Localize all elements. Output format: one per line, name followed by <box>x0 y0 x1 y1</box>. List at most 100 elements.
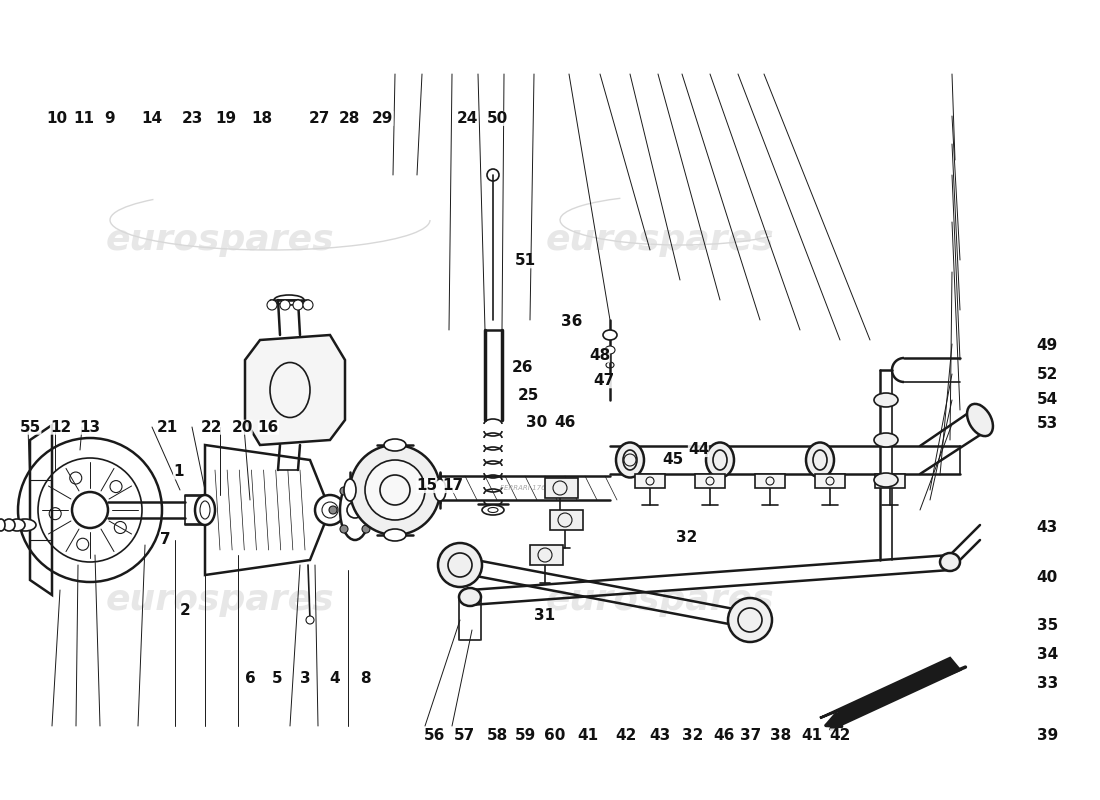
Circle shape <box>340 487 348 495</box>
Circle shape <box>438 543 482 587</box>
Text: FERRARI 176045: FERRARI 176045 <box>500 485 560 491</box>
Text: 53: 53 <box>1036 417 1058 431</box>
Text: 33: 33 <box>1036 677 1058 691</box>
Ellipse shape <box>344 479 356 501</box>
Text: eurospares: eurospares <box>546 223 774 257</box>
Ellipse shape <box>706 442 734 478</box>
Polygon shape <box>815 474 845 488</box>
Polygon shape <box>635 474 666 488</box>
Text: 10: 10 <box>46 111 68 126</box>
Text: 32: 32 <box>682 729 704 743</box>
Text: 15: 15 <box>416 478 438 493</box>
Ellipse shape <box>384 439 406 451</box>
Ellipse shape <box>434 479 446 501</box>
Circle shape <box>329 506 337 514</box>
Text: 49: 49 <box>1036 338 1058 353</box>
Text: 30: 30 <box>526 415 548 430</box>
Text: 2: 2 <box>179 603 190 618</box>
Circle shape <box>280 300 290 310</box>
Circle shape <box>340 525 348 533</box>
Text: 51: 51 <box>515 254 537 268</box>
Text: 27: 27 <box>308 111 330 126</box>
Text: 54: 54 <box>1036 393 1058 407</box>
Text: 24: 24 <box>456 111 478 126</box>
Text: 57: 57 <box>453 729 475 743</box>
Text: 41: 41 <box>801 729 823 743</box>
Text: 25: 25 <box>517 388 539 402</box>
Ellipse shape <box>940 553 960 571</box>
Ellipse shape <box>0 519 6 531</box>
Text: 14: 14 <box>141 111 163 126</box>
Text: 7: 7 <box>160 532 170 546</box>
Text: 22: 22 <box>200 420 222 434</box>
Circle shape <box>302 300 313 310</box>
Circle shape <box>306 616 313 624</box>
Ellipse shape <box>384 529 406 541</box>
Ellipse shape <box>874 473 898 487</box>
Text: 58: 58 <box>486 729 508 743</box>
Text: 45: 45 <box>662 452 684 466</box>
Text: 3: 3 <box>300 671 311 686</box>
Text: 31: 31 <box>534 609 556 623</box>
Text: 9: 9 <box>104 111 116 126</box>
Text: 48: 48 <box>588 348 610 362</box>
Ellipse shape <box>616 442 644 478</box>
Ellipse shape <box>874 393 898 407</box>
Ellipse shape <box>874 433 898 447</box>
Text: 23: 23 <box>182 111 204 126</box>
Ellipse shape <box>603 330 617 340</box>
Text: 35: 35 <box>1036 618 1058 633</box>
Circle shape <box>362 487 370 495</box>
Text: 43: 43 <box>649 729 671 743</box>
Text: 16: 16 <box>257 420 279 434</box>
Text: 18: 18 <box>251 111 273 126</box>
Ellipse shape <box>195 495 214 525</box>
Text: 5: 5 <box>272 671 283 686</box>
Text: 36: 36 <box>561 314 583 329</box>
Text: 17: 17 <box>442 478 464 493</box>
Text: 60: 60 <box>543 729 565 743</box>
Text: 37: 37 <box>739 729 761 743</box>
Text: 4: 4 <box>329 671 340 686</box>
Text: eurospares: eurospares <box>106 583 334 617</box>
Ellipse shape <box>14 519 36 531</box>
Circle shape <box>293 300 303 310</box>
Ellipse shape <box>967 404 993 436</box>
Ellipse shape <box>605 346 615 354</box>
Circle shape <box>267 300 277 310</box>
Text: 46: 46 <box>554 415 576 430</box>
Text: 56: 56 <box>424 729 446 743</box>
Text: 12: 12 <box>50 420 72 434</box>
Polygon shape <box>544 478 578 498</box>
Text: 39: 39 <box>1036 729 1058 743</box>
Text: 20: 20 <box>231 420 253 434</box>
Text: 8: 8 <box>360 671 371 686</box>
Text: 44: 44 <box>688 442 710 457</box>
Text: 28: 28 <box>339 111 361 126</box>
Text: eurospares: eurospares <box>546 583 774 617</box>
Text: 55: 55 <box>20 420 42 434</box>
Text: 52: 52 <box>1036 367 1058 382</box>
Text: 34: 34 <box>1036 647 1058 662</box>
Ellipse shape <box>340 480 370 540</box>
Polygon shape <box>874 474 905 488</box>
Polygon shape <box>755 474 785 488</box>
Text: 42: 42 <box>829 729 851 743</box>
Polygon shape <box>530 545 563 565</box>
Text: 13: 13 <box>79 420 101 434</box>
Text: 21: 21 <box>156 420 178 434</box>
Text: 6: 6 <box>245 671 256 686</box>
Polygon shape <box>245 335 345 445</box>
Text: 19: 19 <box>214 111 236 126</box>
Text: 1: 1 <box>173 465 184 479</box>
Polygon shape <box>695 474 725 488</box>
Ellipse shape <box>459 588 481 606</box>
Ellipse shape <box>9 519 25 531</box>
Circle shape <box>728 598 772 642</box>
Ellipse shape <box>806 442 834 478</box>
Text: 47: 47 <box>593 374 615 388</box>
Text: 59: 59 <box>515 729 537 743</box>
Circle shape <box>315 495 345 525</box>
Text: eurospares: eurospares <box>106 223 334 257</box>
Circle shape <box>350 445 440 535</box>
